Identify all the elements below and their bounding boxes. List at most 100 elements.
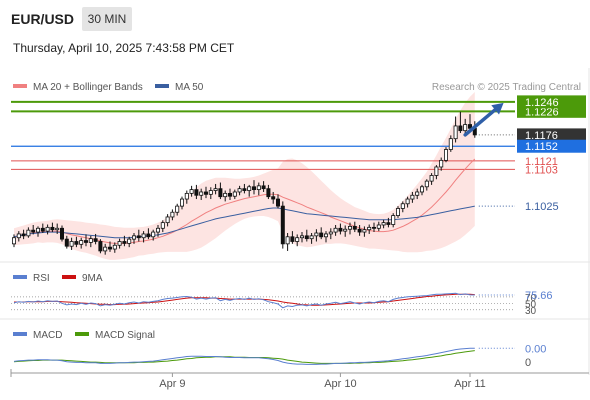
candle-body bbox=[347, 225, 352, 230]
candle-body bbox=[299, 235, 304, 239]
candle-body bbox=[199, 191, 204, 196]
candle bbox=[194, 184, 199, 200]
candle-body bbox=[261, 185, 266, 190]
candle bbox=[285, 233, 290, 251]
support-2-label: 1.1103 bbox=[525, 164, 558, 176]
macd-signal-line bbox=[13, 350, 475, 364]
candle-body bbox=[103, 246, 108, 252]
candle-body bbox=[458, 125, 463, 132]
candle-body bbox=[170, 211, 175, 218]
candle bbox=[50, 222, 55, 233]
candle-body bbox=[40, 227, 45, 232]
candle bbox=[131, 233, 136, 244]
candle bbox=[45, 224, 50, 235]
support-1-label: 1.1121 bbox=[525, 156, 558, 168]
candle-body bbox=[179, 198, 184, 207]
candle-body bbox=[314, 232, 319, 237]
candle-body bbox=[467, 124, 472, 129]
candle-body bbox=[323, 233, 328, 238]
candle bbox=[371, 222, 376, 233]
candle bbox=[36, 226, 41, 237]
candle bbox=[271, 191, 276, 204]
candles-layer bbox=[11, 111, 477, 255]
candle bbox=[160, 220, 165, 233]
candle bbox=[247, 184, 252, 197]
candle-body bbox=[295, 237, 300, 242]
candle-body bbox=[391, 215, 396, 225]
candle bbox=[98, 239, 103, 254]
candle bbox=[410, 191, 415, 203]
candle bbox=[112, 242, 117, 253]
candle-body bbox=[208, 190, 213, 195]
rsi-ma9-legend-label: 9MA bbox=[82, 273, 103, 284]
candle-body bbox=[11, 237, 16, 245]
candle bbox=[237, 185, 242, 196]
resistance-2-label-bg bbox=[517, 95, 586, 109]
timeframe-badge[interactable]: 30 MIN bbox=[82, 7, 132, 31]
candle-body bbox=[112, 244, 117, 250]
candle-body bbox=[352, 225, 357, 230]
candle-body bbox=[290, 236, 295, 242]
candle bbox=[74, 236, 79, 248]
candle bbox=[261, 181, 266, 192]
candle bbox=[108, 241, 113, 252]
rsi-level-70-label: 70 bbox=[525, 293, 537, 304]
candle bbox=[314, 229, 319, 242]
ma20-legend-label: MA 20 + Bollinger Bands bbox=[33, 82, 143, 93]
candle bbox=[434, 165, 439, 180]
candle bbox=[386, 217, 391, 228]
candle bbox=[117, 238, 122, 249]
macd-signal-legend-swatch bbox=[75, 332, 89, 336]
candle-body bbox=[338, 227, 343, 232]
candle-body bbox=[151, 231, 156, 238]
candle bbox=[184, 190, 189, 204]
trend-arrow-layer bbox=[463, 102, 504, 137]
candle-body bbox=[419, 186, 424, 193]
candle-body bbox=[362, 229, 367, 233]
candle-body bbox=[405, 198, 410, 205]
rsi-level-30-label: 30 bbox=[525, 306, 537, 317]
level-lines-layer bbox=[11, 100, 515, 207]
rsi-value-label: 75.66 bbox=[525, 290, 553, 302]
candle-body bbox=[131, 235, 136, 240]
candle bbox=[93, 233, 98, 245]
candle-body bbox=[79, 240, 84, 245]
candle bbox=[151, 229, 156, 241]
candle bbox=[362, 226, 367, 237]
candle-body bbox=[88, 238, 93, 243]
candle-body bbox=[367, 226, 372, 231]
candle bbox=[103, 243, 108, 255]
candle-body bbox=[271, 196, 276, 200]
candle-body bbox=[31, 229, 36, 233]
candle bbox=[376, 221, 381, 232]
candle-body bbox=[218, 188, 223, 198]
candle-body bbox=[247, 186, 252, 191]
candle bbox=[443, 147, 448, 163]
candle bbox=[256, 182, 261, 196]
candle bbox=[84, 234, 89, 247]
candle bbox=[352, 221, 357, 233]
macd-value-label: 0.00 bbox=[525, 343, 546, 355]
x-axis-ticks: Apr 9 Apr 10 Apr 11 bbox=[10, 369, 486, 390]
rsi-line bbox=[13, 292, 475, 309]
candle-body bbox=[160, 222, 165, 229]
candle-body bbox=[266, 188, 271, 198]
candle-body bbox=[376, 224, 381, 229]
candle-body bbox=[237, 188, 242, 193]
candle bbox=[11, 234, 16, 248]
candle bbox=[429, 173, 434, 185]
candle-body bbox=[333, 227, 338, 233]
candle bbox=[55, 223, 60, 234]
macd-signal-legend-label: MACD Signal bbox=[95, 330, 155, 341]
candle-body bbox=[429, 175, 434, 182]
candle-body bbox=[328, 231, 333, 235]
candle bbox=[227, 188, 232, 200]
candle-body bbox=[127, 238, 132, 244]
candle-body bbox=[69, 241, 74, 247]
candle bbox=[179, 196, 184, 210]
candle bbox=[170, 209, 175, 221]
candle bbox=[347, 222, 352, 235]
candle bbox=[165, 214, 170, 227]
candle bbox=[16, 231, 21, 242]
